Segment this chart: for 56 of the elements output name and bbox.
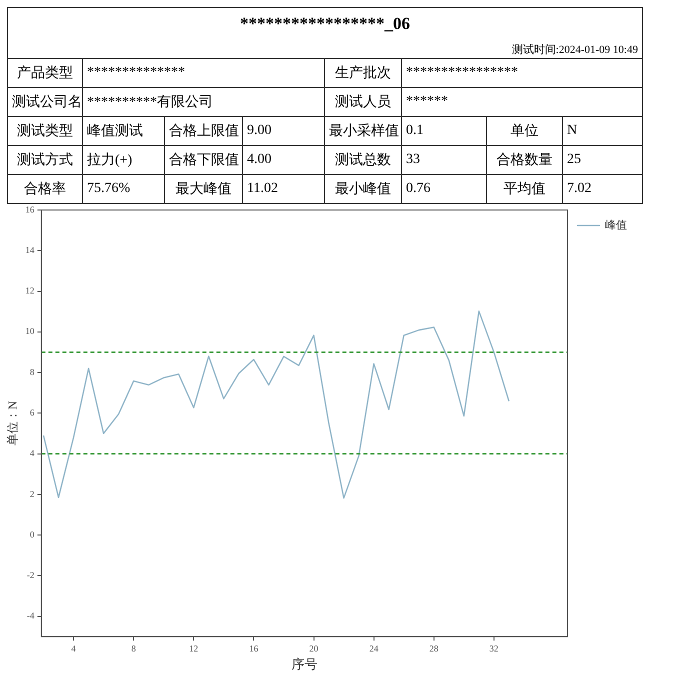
y-tick-label: 6	[30, 408, 35, 418]
text: 最大峰值	[164, 174, 242, 204]
x-tick-label: 4	[71, 643, 76, 654]
text: **********有限公司	[82, 88, 324, 116]
text: 7.02	[562, 174, 642, 204]
x-tick-label: 8	[131, 643, 136, 654]
x-tick-label: 28	[429, 643, 439, 654]
text: 合格数量	[486, 146, 562, 174]
text: 33	[402, 146, 486, 174]
x-tick-label: 24	[369, 643, 379, 654]
text: 最小采样值	[324, 116, 402, 146]
y-tick-label: -2	[26, 570, 34, 580]
y-tick-label: 4	[30, 448, 35, 458]
chart-title: *****************_06	[239, 14, 411, 34]
text: 生产批次	[324, 58, 402, 88]
y-axis-title: 单位：N	[5, 400, 20, 446]
text: 11.02	[242, 174, 324, 204]
text: **************	[82, 58, 324, 88]
y-tick-label: 8	[30, 366, 35, 377]
x-tick-label: 32	[489, 643, 498, 654]
text: 测试公司名	[8, 88, 82, 116]
y-tick-label: -4	[26, 610, 35, 621]
text: 测试方式	[8, 146, 82, 174]
text: ****************	[402, 58, 642, 88]
x-tick-label: 20	[309, 643, 319, 654]
x-tick-label: 16	[249, 643, 259, 654]
text: 测试人员	[324, 88, 402, 116]
y-tick-label: 12	[25, 286, 34, 296]
text: 25	[562, 146, 642, 174]
y-tick-label: 10	[25, 326, 35, 336]
y-tick-label: 0	[30, 529, 35, 540]
text: 测试类型	[8, 116, 82, 146]
text: 单位	[486, 116, 562, 146]
y-tick-label: 16	[25, 204, 35, 214]
text: 0.1	[402, 116, 486, 146]
text: 合格下限值	[164, 146, 242, 174]
text: ******	[402, 88, 642, 116]
text: 4.00	[242, 146, 324, 174]
y-tick-label: 14	[25, 244, 35, 255]
text: 拉力(+)	[82, 146, 164, 174]
text: 峰值测试	[82, 116, 164, 146]
legend-label: 峰值	[605, 219, 627, 232]
x-axis-title: 序号	[291, 656, 318, 672]
text: 0.76	[402, 174, 486, 204]
text: 合格上限值	[164, 116, 242, 146]
text: 测试总数	[324, 146, 402, 174]
text: 平均值	[486, 174, 562, 204]
text: 产品类型	[8, 58, 82, 88]
text: N	[562, 116, 642, 146]
text: 合格率	[8, 174, 82, 204]
text: 最小峰值	[324, 174, 402, 204]
y-tick-label: 2	[30, 488, 34, 499]
text: 9.00	[242, 116, 324, 146]
text: 75.76%	[82, 174, 164, 204]
text: 测试时间:2024-01-09 10:49	[510, 42, 639, 56]
x-tick-label: 12	[189, 643, 198, 654]
